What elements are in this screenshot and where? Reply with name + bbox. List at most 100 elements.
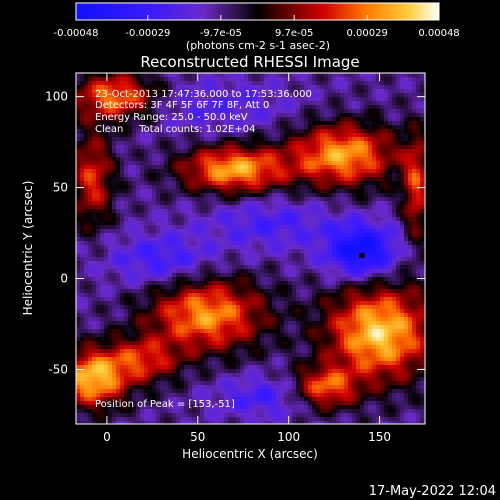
heatmap-cell — [396, 105, 400, 109]
heatmap-cell — [272, 113, 276, 117]
heatmap-cell — [180, 213, 184, 217]
heatmap-cell — [244, 93, 248, 97]
heatmap-cell — [272, 157, 276, 161]
heatmap-cell — [236, 277, 240, 281]
heatmap-cell — [256, 197, 260, 201]
heatmap-cell — [328, 77, 332, 81]
heatmap-cell — [184, 113, 188, 117]
heatmap-cell — [240, 277, 244, 281]
heatmap-cell — [324, 277, 328, 281]
heatmap-cell — [280, 237, 284, 241]
heatmap-cell — [344, 277, 348, 281]
heatmap-cell — [140, 229, 144, 233]
heatmap-cell — [312, 293, 316, 297]
heatmap-cell — [392, 189, 396, 193]
heatmap-cell — [144, 97, 148, 101]
heatmap-cell — [168, 113, 172, 117]
heatmap-cell — [360, 101, 364, 105]
heatmap-cell — [192, 153, 196, 157]
heatmap-cell — [248, 153, 252, 157]
heatmap-cell — [112, 273, 116, 277]
heatmap-cell — [292, 157, 296, 161]
heatmap-cell — [136, 277, 140, 281]
heatmap-cell — [372, 269, 376, 273]
heatmap-cell — [84, 85, 88, 89]
heatmap-cell — [404, 289, 408, 293]
heatmap-cell — [132, 237, 136, 241]
heatmap-cell — [260, 201, 264, 205]
heatmap-cell — [116, 93, 120, 97]
heatmap-cell — [164, 261, 168, 265]
heatmap-cell — [76, 117, 80, 121]
heatmap-cell — [372, 289, 376, 293]
heatmap-cell — [148, 109, 152, 113]
heatmap-cell — [216, 149, 220, 153]
heatmap-cell — [168, 149, 172, 153]
heatmap-cell — [184, 257, 188, 261]
heatmap-cell — [352, 153, 356, 157]
heatmap-cell — [296, 101, 300, 105]
heatmap-cell — [180, 97, 184, 101]
heatmap-cell — [288, 265, 292, 269]
heatmap-cell — [156, 293, 160, 297]
heatmap-cell — [80, 293, 84, 297]
heatmap-cell — [104, 289, 108, 293]
heatmap-cell — [272, 101, 276, 105]
heatmap-cell — [416, 85, 420, 89]
heatmap-cell — [324, 177, 328, 181]
heatmap-cell — [152, 141, 156, 145]
heatmap-cell — [164, 113, 168, 117]
heatmap-cell — [156, 137, 160, 141]
heatmap-cell — [80, 233, 84, 237]
heatmap-cell — [364, 165, 368, 169]
heatmap-cell — [140, 157, 144, 161]
heatmap-cell — [356, 261, 360, 265]
heatmap-cell — [276, 153, 280, 157]
heatmap-cell — [376, 205, 380, 209]
heatmap-cell — [308, 181, 312, 185]
heatmap-cell — [252, 105, 256, 109]
heatmap-cell — [80, 289, 84, 293]
heatmap-cell — [212, 245, 216, 249]
heatmap-cell — [356, 93, 360, 97]
heatmap-cell — [348, 125, 352, 129]
heatmap-cell — [412, 285, 416, 289]
heatmap-cell — [340, 265, 344, 269]
heatmap-cell — [116, 181, 120, 185]
heatmap-cell — [296, 181, 300, 185]
heatmap-cell — [216, 193, 220, 197]
heatmap-cell — [88, 261, 92, 265]
heatmap-cell — [320, 101, 324, 105]
heatmap-cell — [272, 81, 276, 85]
heatmap-cell — [412, 189, 416, 193]
heatmap-cell — [148, 141, 152, 145]
heatmap-cell — [232, 141, 236, 145]
heatmap-cell — [220, 121, 224, 125]
heatmap-cell — [332, 289, 336, 293]
heatmap-cell — [328, 197, 332, 201]
heatmap-cell — [332, 173, 336, 177]
heatmap-cell — [344, 229, 348, 233]
heatmap-cell — [120, 181, 124, 185]
heatmap-cell — [380, 289, 384, 293]
heatmap-cell — [272, 77, 276, 81]
heatmap-cell — [376, 97, 380, 101]
heatmap-cell — [356, 101, 360, 105]
heatmap-cell — [416, 157, 420, 161]
heatmap-cell — [356, 185, 360, 189]
heatmap-cell — [276, 217, 280, 221]
heatmap-cell — [80, 221, 84, 225]
heatmap-cell — [144, 237, 148, 241]
heatmap-cell — [384, 113, 388, 117]
heatmap-cell — [340, 169, 344, 173]
heatmap-cell — [292, 129, 296, 133]
heatmap-cell — [76, 85, 80, 89]
heatmap-cell — [220, 273, 224, 277]
heatmap-cell — [380, 221, 384, 225]
heatmap-cell — [144, 165, 148, 169]
heatmap-cell — [392, 129, 396, 133]
heatmap-cell — [332, 153, 336, 157]
heatmap-cell — [320, 201, 324, 205]
heatmap-cell — [328, 241, 332, 245]
heatmap-cell — [300, 113, 304, 117]
